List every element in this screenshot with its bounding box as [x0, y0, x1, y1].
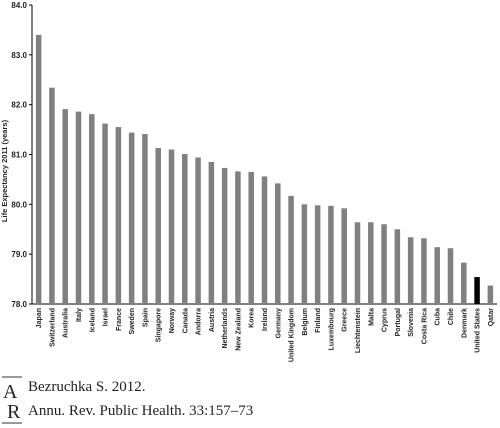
bar: [487, 285, 494, 304]
x-tick-label: United Kingdom: [289, 308, 296, 362]
x-tick-label: Norway: [169, 308, 176, 333]
bar: [301, 204, 308, 304]
x-axis-labels: Japan Switzerland Australia Italy Iceland Isr…: [36, 308, 495, 362]
bars: [35, 34, 494, 305]
bar: [407, 237, 414, 304]
bar: [421, 238, 427, 304]
x-tick-label: Portugal: [395, 308, 402, 336]
bar: [142, 134, 148, 304]
x-tick-label: Iceland: [89, 308, 96, 332]
x-tick-label: Korea: [249, 308, 256, 328]
citation-author: Bezruchka S. 2012.: [28, 379, 146, 395]
citation-journal: Annu. Rev. Public Health. 33:157–73: [28, 403, 254, 419]
bar: [341, 208, 347, 304]
bar: [182, 154, 188, 304]
bar: [275, 183, 281, 304]
bar: [221, 167, 228, 304]
svg-text:R: R: [7, 401, 21, 423]
x-tick-label: Israel: [103, 308, 110, 326]
x-tick-label: Greece: [342, 308, 349, 332]
citation: A R Bezruchka S. 2012. Annu. Rev. Public…: [0, 376, 300, 426]
x-tick-label: New Zealand: [235, 308, 242, 351]
x-tick-label: Malta: [368, 308, 375, 326]
x-tick-label: Sweden: [129, 308, 136, 334]
x-tick-label: France: [116, 308, 123, 331]
x-tick-label: Luxembourg: [328, 308, 335, 350]
bar: [155, 148, 161, 304]
x-tick-label: Germany: [275, 308, 282, 338]
x-tick-label: Canada: [182, 308, 189, 333]
x-tick-label: Costa Rica: [421, 308, 428, 344]
x-tick-label: Denmark: [461, 308, 468, 338]
y-axis: 78.0 79.0 80.0 81.0 82.0 83.0 84.0: [11, 1, 497, 309]
bar: [434, 247, 440, 304]
bar: [49, 87, 55, 304]
x-tick-label: Belgium: [302, 308, 309, 336]
bar-chart: 78.0 79.0 80.0 81.0 82.0 83.0 84.0 Japan Switze…: [0, 1, 497, 362]
y-tick-label: 83.0: [11, 51, 27, 60]
y-tick-label: 84.0: [11, 1, 27, 10]
x-tick-label: Spain: [142, 308, 149, 327]
x-tick-label: Singapore: [156, 308, 163, 342]
y-tick-label: 78.0: [11, 300, 27, 309]
bar: [128, 132, 135, 304]
bar: [168, 149, 175, 304]
x-tick-label: Chile: [448, 308, 455, 325]
x-tick-label: Japan: [36, 308, 43, 328]
bar: [102, 123, 108, 304]
bar: [461, 262, 467, 304]
y-tick-label: 80.0: [11, 200, 27, 209]
bar: [288, 195, 294, 304]
bar: [62, 109, 68, 305]
x-tick-label: Liechtenstein: [355, 308, 362, 353]
bar: [474, 277, 480, 304]
x-tick-label: Slovenia: [408, 308, 415, 337]
bar: [89, 114, 95, 304]
x-tick-label: Ireland: [262, 308, 269, 331]
x-tick-label: Italy: [76, 308, 83, 322]
y-tick-label: 79.0: [11, 250, 27, 259]
x-tick-label: Qatar: [488, 308, 495, 327]
bar: [208, 161, 215, 304]
bar: [248, 171, 254, 304]
bar: [195, 157, 201, 304]
x-tick-label: Cuba: [435, 308, 442, 326]
x-tick-label: Andorra: [196, 308, 203, 335]
annual-reviews-logo: A R: [2, 376, 22, 424]
bar: [35, 34, 42, 305]
y-tick-label: 82.0: [11, 101, 27, 110]
x-tick-label: Australia: [63, 308, 70, 338]
x-tick-label: Netherlands: [222, 308, 229, 349]
bar: [354, 222, 361, 304]
bar: [381, 224, 387, 304]
x-tick-label: Cyprus: [382, 308, 389, 332]
y-tick-label: 81.0: [11, 151, 27, 160]
x-tick-label: Austria: [209, 308, 216, 332]
bar: [115, 127, 122, 304]
bar: [314, 205, 321, 304]
x-tick-label: United States: [475, 308, 482, 353]
svg-text:A: A: [3, 381, 18, 403]
x-tick-label: Switzerland: [49, 308, 56, 347]
bar: [328, 205, 334, 304]
y-axis-label: Life Expectancy 2011 (years): [0, 119, 9, 222]
bar: [394, 229, 401, 304]
bar: [261, 176, 268, 304]
bar: [447, 248, 454, 304]
bar: [75, 111, 82, 304]
bar: [368, 222, 374, 304]
bar: [235, 171, 241, 304]
x-tick-label: Finland: [315, 308, 322, 333]
